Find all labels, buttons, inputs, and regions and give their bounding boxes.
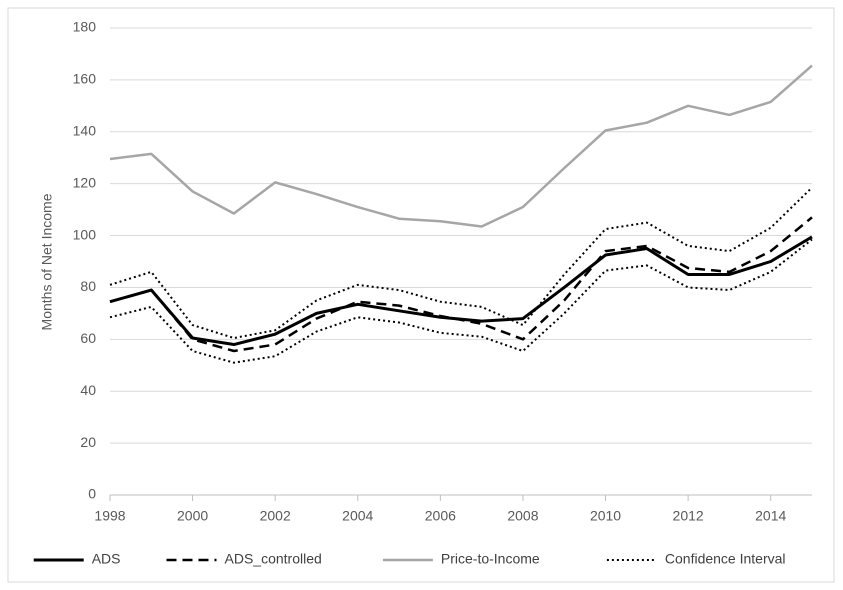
y-tick-label: 20 [80,434,96,450]
x-tick-label: 2006 [425,508,456,524]
legend: ADS ADS_controlled Price-to-Income Confiden… [33,551,786,567]
x-tick-label: 2000 [177,508,208,524]
y-tick-label: 60 [80,330,96,346]
y-tick-label: 160 [73,71,97,87]
x-tick-label: 2008 [507,508,538,524]
series-line [109,216,813,353]
x-tick-label: 2004 [342,508,373,524]
y-axis-label: Months of Net Income [39,193,55,330]
x-tick-label: 2002 [260,508,291,524]
legend-label: Price-to-Income [441,551,540,567]
series-line [109,186,813,340]
y-tick-label: 80 [80,278,96,294]
legend-label: ADS [92,551,121,567]
legend-label: ADS_controlled [225,551,322,567]
y-tick-label: 140 [73,122,97,138]
y-tick-label: 0 [88,486,96,502]
x-tick-label: 2010 [590,508,621,524]
y-tick-label: 40 [80,382,96,398]
legend-label: Confidence Interval [665,551,786,567]
x-tick-label: 2014 [755,508,786,524]
x-tick-label: 1998 [94,508,125,524]
y-tick-label: 180 [73,19,97,35]
x-tick-label: 2012 [673,508,704,524]
chart-frame [7,7,835,583]
series-line [109,64,813,228]
y-tick-label: 120 [73,174,97,190]
y-tick-label: 100 [73,226,97,242]
